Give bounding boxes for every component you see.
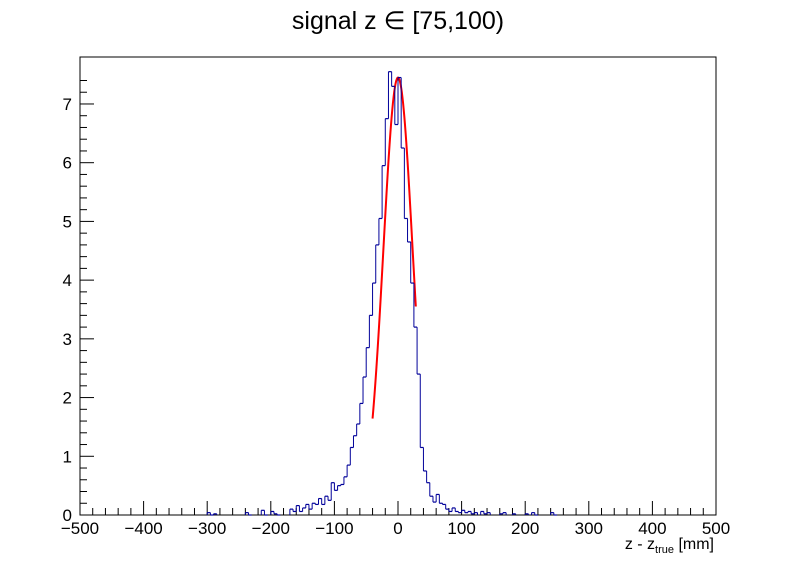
histogram-layer (206, 71, 557, 516)
x-axis-label-subscript: true (655, 544, 674, 556)
x-tick-label: 400 (638, 519, 666, 538)
x-tick-label: −300 (188, 519, 226, 538)
y-tick-label: 1 (63, 447, 72, 466)
x-axis-label: z - ztrue [mm] (625, 536, 714, 556)
x-axis-label-unit: [mm] (678, 536, 714, 553)
x-axis: −500 −400 −300 −200 −100 0 100 200 300 400 500 (61, 501, 730, 538)
x-tick-label: −500 (61, 519, 99, 538)
x-tick-label: 300 (575, 519, 603, 538)
y-tick-label: 3 (63, 330, 72, 349)
gaussian-fit-line (371, 76, 417, 419)
y-tick-label: 2 (63, 389, 72, 408)
y-tick-label: 6 (63, 154, 72, 173)
x-tick-label: −200 (252, 519, 290, 538)
y-tick-label: 4 (63, 271, 72, 290)
y-axis: 0 1 2 3 4 5 6 7 (63, 79, 94, 525)
x-tick-label: 500 (702, 519, 730, 538)
x-tick-label: 200 (511, 519, 539, 538)
plot-frame (79, 56, 717, 516)
x-tick-label: −400 (124, 519, 162, 538)
y-tick-label: 7 (63, 95, 72, 114)
fit-curve-layer (371, 76, 417, 419)
x-axis-label-main: z - z (624, 536, 656, 553)
x-tick-label: −100 (315, 519, 353, 538)
y-tick-label: 0 (63, 506, 72, 525)
y-tick-label: 5 (63, 212, 72, 231)
x-tick-label: 100 (447, 519, 475, 538)
x-tick-label: 0 (393, 519, 402, 538)
chart-title: signal z ∈ [75,100) (291, 7, 505, 35)
